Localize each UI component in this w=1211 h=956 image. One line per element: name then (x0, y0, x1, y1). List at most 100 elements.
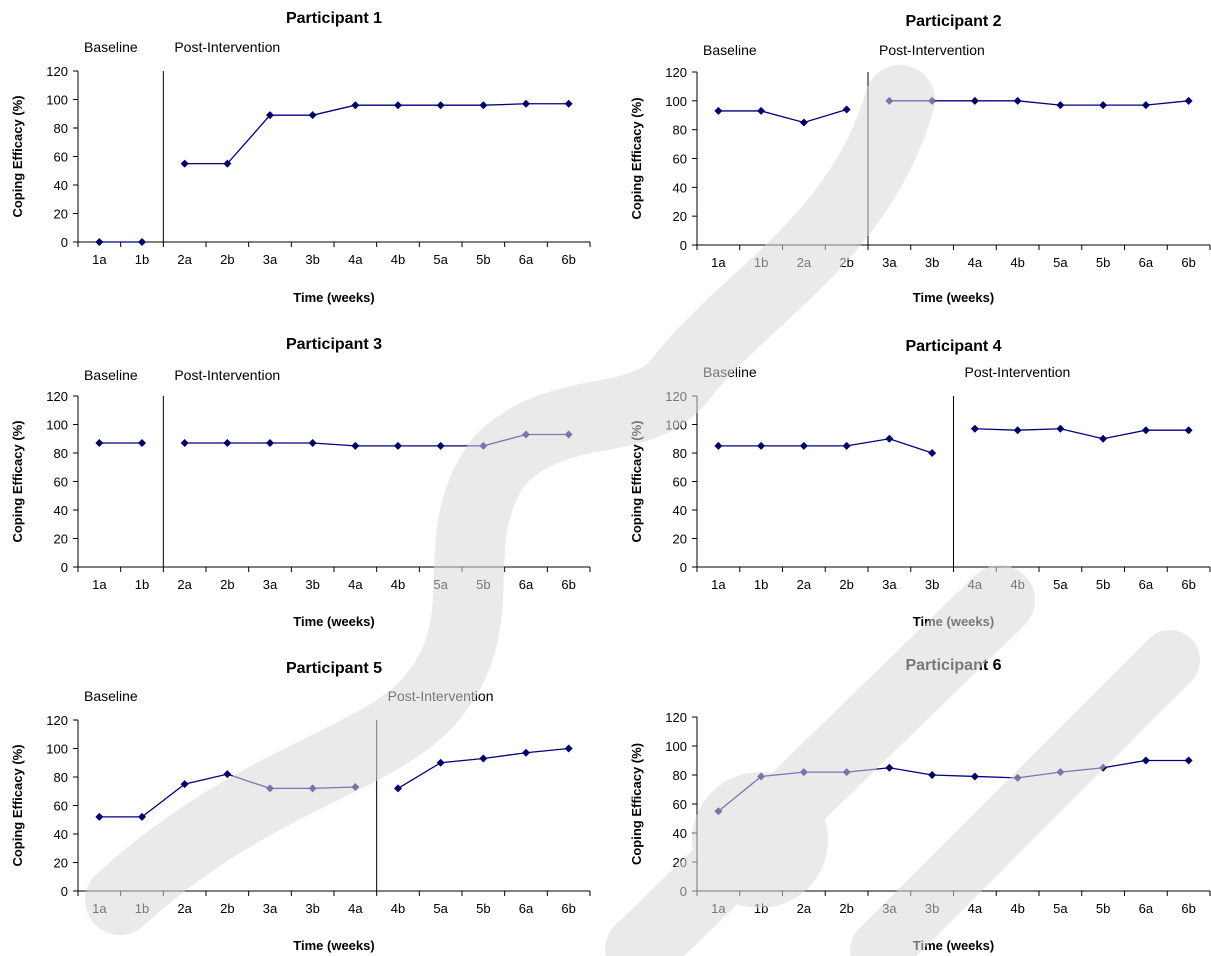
series-line (974, 428, 1189, 440)
data-point-marker (757, 441, 766, 450)
phase-label-post-intervention: Post-Intervention (174, 367, 280, 383)
x-tick-label: 4a (968, 577, 983, 592)
x-tick-label: 1a (92, 577, 107, 592)
data-point-marker (522, 430, 530, 439)
data-point-marker (1141, 756, 1150, 765)
x-tick-label: 3b (925, 577, 939, 592)
data-point-marker (95, 439, 104, 448)
y-tick-label: 80 (673, 123, 687, 138)
data-point-marker (885, 763, 894, 772)
x-tick-label: 6b (561, 252, 575, 267)
data-point-marker (479, 754, 488, 763)
y-tick-label: 40 (673, 826, 687, 841)
data-point-marker (714, 441, 723, 450)
data-point-marker (757, 106, 766, 115)
data-point-marker (1013, 773, 1022, 782)
data-point-marker (394, 101, 402, 110)
x-axis-title: Time (weeks) (293, 290, 374, 305)
data-point-marker (138, 238, 146, 246)
data-point-marker (1056, 101, 1065, 110)
x-tick-label: 4a (968, 255, 983, 270)
x-tick-label: 4a (348, 577, 363, 592)
data-point-marker (1099, 434, 1108, 443)
y-tick-label: 80 (673, 446, 687, 461)
x-tick-label: 3b (305, 901, 319, 916)
data-point-marker (266, 439, 274, 448)
x-tick-label: 2b (220, 252, 234, 267)
x-tick-label: 2a (177, 577, 192, 592)
x-tick-label: 6a (1139, 255, 1154, 270)
data-point-marker (970, 772, 979, 781)
data-point-marker (1013, 426, 1022, 435)
y-tick-label: 120 (46, 389, 68, 404)
data-point-marker (928, 449, 937, 457)
y-tick-label: 20 (673, 209, 687, 224)
y-tick-label: 60 (673, 152, 687, 167)
y-axis-title: Coping Efficacy (%) (10, 744, 25, 866)
x-tick-label: 2b (839, 901, 853, 916)
data-point-marker (522, 748, 530, 757)
x-tick-label: 4b (1010, 901, 1024, 916)
x-tick-label: 2a (177, 252, 192, 267)
x-tick-label: 4b (1010, 577, 1024, 592)
y-tick-label: 100 (665, 94, 687, 109)
chart-title: Participant 5 (286, 660, 382, 677)
data-point-marker (223, 439, 232, 448)
y-tick-label: 0 (680, 238, 687, 253)
x-tick-label: 4b (391, 252, 405, 267)
y-tick-label: 60 (673, 797, 687, 812)
y-tick-label: 120 (665, 389, 687, 404)
x-tick-label: 1a (711, 901, 726, 916)
x-tick-label: 1b (754, 255, 768, 270)
x-tick-label: 3a (263, 252, 278, 267)
y-tick-label: 100 (665, 739, 687, 754)
x-tick-label: 5a (433, 577, 448, 592)
chart-title: Participant 4 (905, 338, 1001, 355)
y-tick-label: 40 (54, 827, 68, 842)
data-point-marker (1013, 96, 1022, 105)
x-tick-label: 4b (391, 577, 405, 592)
chart-panel-3: Participant 3 0 20 40 60 80 100 120 1a 1b 2a 2b 3a 3b… (10, 336, 591, 629)
y-tick-label: 80 (54, 446, 68, 461)
y-tick-label: 0 (61, 560, 68, 575)
y-tick-label: 80 (673, 768, 687, 783)
x-tick-label: 5b (476, 252, 490, 267)
data-point-marker (479, 101, 488, 110)
x-tick-label: 5a (433, 252, 448, 267)
data-point-marker (180, 159, 189, 168)
x-tick-label: 1b (754, 577, 768, 592)
data-point-marker (522, 99, 530, 108)
data-point-marker (138, 439, 146, 448)
x-tick-label: 5b (1096, 577, 1110, 592)
data-point-marker (308, 439, 317, 448)
chart-panel-4: Participant 4 0 20 40 60 80 100 120 1a 1b 2a 2b 3a 3b… (629, 338, 1211, 629)
phase-label-post-intervention: Post-Intervention (174, 39, 280, 55)
x-tick-label: 2b (839, 577, 853, 592)
x-tick-label: 6a (519, 252, 534, 267)
data-point-marker (351, 101, 360, 110)
chart-title: Participant 1 (286, 10, 382, 27)
y-tick-label: 20 (54, 532, 68, 547)
data-point-marker (1099, 763, 1108, 772)
data-point-marker (799, 118, 808, 127)
data-point-marker (1056, 424, 1065, 433)
chart-title: Participant 3 (286, 336, 382, 353)
y-tick-label: 60 (54, 475, 68, 490)
data-point-marker (180, 439, 189, 448)
data-point-marker (842, 105, 851, 114)
x-tick-label: 6b (1181, 255, 1195, 270)
phase-label-baseline: Baseline (84, 688, 138, 704)
data-point-marker (1056, 768, 1065, 777)
data-point-marker (970, 96, 979, 105)
chart-panel-1: Participant 1 0 20 40 60 80 100 120 1a 1b 2a 2b 3a 3b… (10, 10, 591, 305)
x-tick-label: 3b (305, 577, 319, 592)
data-point-marker (351, 782, 360, 791)
series-line (99, 773, 356, 818)
y-tick-label: 40 (54, 178, 68, 193)
y-tick-label: 100 (46, 418, 68, 433)
y-axis-title: Coping Efficacy (%) (10, 420, 25, 542)
data-point-marker (970, 424, 979, 433)
x-tick-label: 1a (711, 255, 726, 270)
y-tick-label: 100 (46, 93, 68, 108)
